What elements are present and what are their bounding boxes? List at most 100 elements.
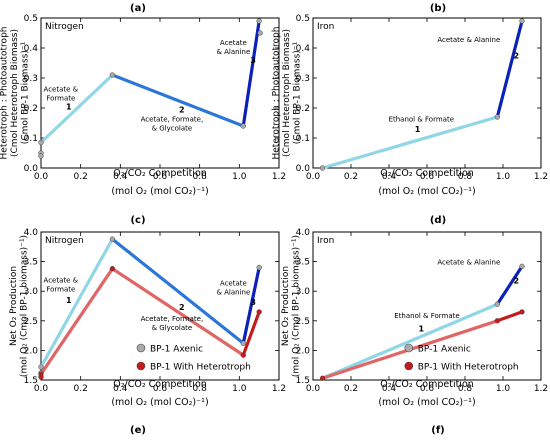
chart-panel-d: (d) 0.0 0.2 0.4 0.6 0.8 1.0 1.2 1.5 2.0 2.5 3.0 3.5 4…	[281, 215, 548, 408]
data-point	[256, 309, 262, 315]
x-axis-label: O₂/CO₂ Competition	[380, 168, 474, 179]
x-tick-label: 0.0	[306, 172, 321, 182]
series-line	[495, 265, 524, 306]
segment-label: Acetate &	[44, 276, 79, 284]
legend-label: BP-1 With Heterotroph	[150, 363, 251, 373]
x-tick-label: 0.6	[153, 172, 168, 182]
data-point	[494, 318, 500, 324]
x-tick-label: 1.2	[534, 384, 548, 394]
segment-label: & Alanine	[216, 48, 250, 56]
y-tick-label: 0.4	[24, 44, 39, 54]
chart-panel-b: (b) 0.0 0.2 0.4 0.6 0.8 1.0 1.2 0.0 0.1 0.2 0.3 0.4 0…	[272, 3, 549, 197]
y-tick-label: 0.2	[296, 104, 310, 114]
y-tick-label: 0.5	[24, 14, 38, 24]
legend-marker	[136, 361, 146, 371]
segment-label: Ethanol & Formate	[389, 116, 454, 124]
panel-label: (c)	[130, 215, 145, 226]
panel-label-e: (e)	[130, 425, 146, 436]
y-tick-label: 0.0	[24, 164, 39, 174]
data-point	[240, 340, 246, 346]
plot-frame	[312, 17, 542, 169]
x-tick-label: 0.4	[113, 384, 128, 394]
segment-label: & Alanine	[216, 288, 250, 296]
legend-marker	[404, 343, 414, 353]
data-point	[319, 375, 326, 381]
x-tick-label: 0.4	[382, 384, 397, 394]
y-tick-label: 2.0	[296, 346, 311, 356]
series-line	[495, 20, 524, 118]
condition-annotation: Nitrogen	[45, 236, 84, 246]
segment-label: Acetate	[220, 39, 247, 47]
chart-panel-a: (a) 0.0 0.2 0.4 0.6 0.8 1.0 1.2 0.0 0.1 0.2 0.3 0.4 0…	[0, 3, 286, 197]
y-tick-label: 2.5	[296, 317, 310, 327]
y-tick-label: 1.5	[296, 376, 310, 386]
x-tick-label: 1.0	[496, 172, 511, 182]
y-axis-label: Net O₂ Production	[281, 266, 291, 346]
x-tick-label: 0.4	[382, 172, 397, 182]
legend-label: BP-1 With Heterotroph	[418, 363, 519, 373]
y-axis-label: Net O₂ Production	[9, 266, 19, 346]
segment-label: Acetate	[220, 279, 247, 287]
data-point	[38, 374, 44, 380]
data-point	[109, 72, 116, 78]
data-point	[38, 153, 44, 159]
x-tick-label: 0.2	[344, 172, 358, 182]
y-tick-label: 3.0	[296, 287, 311, 297]
data-point	[519, 263, 525, 269]
x-tick-label: 0.0	[34, 172, 49, 182]
series-line	[241, 311, 261, 356]
data-point	[257, 30, 263, 36]
condition-annotation: Iron	[317, 22, 334, 32]
y-tick-label: 0.2	[24, 104, 38, 114]
segment-label: 3	[250, 56, 256, 65]
x-tick-label: 1.2	[272, 172, 286, 182]
x-tick-label: 1.0	[232, 172, 247, 182]
segment-label: 1	[66, 296, 72, 305]
panel-label: (a)	[130, 3, 146, 14]
y-axis-label: (Cmol BP-1 Biomass)⁻¹	[293, 41, 303, 144]
segment-label: Formate	[46, 285, 75, 293]
x-axis-unit-label: (mol O₂ (mol CO₂)⁻¹)	[111, 186, 208, 197]
legend-marker	[136, 343, 146, 353]
series-line	[241, 267, 261, 344]
y-axis-label: (Cmol Heterotroph Biomass)	[282, 29, 292, 157]
chart-panel-c: (c) 0.0 0.2 0.4 0.6 0.8 1.0 1.2 1.5 2.0 2.5 3.0 3.5 4…	[9, 215, 286, 408]
plot-frame	[312, 231, 542, 381]
series-line	[39, 267, 114, 375]
series-line	[39, 73, 114, 144]
data-point	[240, 352, 246, 358]
y-tick-label: 3.5	[24, 258, 38, 268]
data-point	[319, 165, 326, 171]
data-point	[240, 123, 246, 129]
series-line	[111, 237, 245, 345]
y-tick-label: 0.4	[296, 44, 311, 54]
panel-label: (d)	[430, 215, 446, 226]
x-tick-label: 0.8	[458, 172, 473, 182]
series-line	[322, 115, 498, 170]
y-axis-label: (Cmol BP-1 Biomass)⁻¹	[21, 41, 31, 144]
segment-label: & Glycolate	[152, 125, 193, 133]
panel-label: (b)	[430, 3, 446, 14]
x-tick-label: 1.2	[272, 384, 286, 394]
segment-label: 3	[250, 298, 256, 307]
x-tick-label: 0.0	[34, 384, 49, 394]
series-line	[321, 302, 498, 380]
segment-label: Ethanol & Formate	[394, 312, 459, 320]
x-axis-label: O₂/CO₂ Competition	[113, 379, 207, 390]
segment-label: 1	[415, 125, 421, 134]
x-tick-label: 0.6	[420, 384, 435, 394]
segment-label: Acetate &	[44, 86, 79, 94]
y-tick-label: 2.5	[24, 317, 38, 327]
x-tick-label: 0.8	[193, 384, 208, 394]
segment-label: 2	[179, 106, 185, 115]
y-tick-label: 3.0	[24, 287, 39, 297]
y-axis-label: Heterotroph : Photoautotroph	[0, 27, 10, 160]
y-tick-label: 0.3	[24, 74, 38, 84]
data-point	[256, 18, 262, 24]
x-axis-unit-label: (mol O₂ (mol CO₂)⁻¹)	[378, 186, 475, 197]
data-point	[109, 236, 116, 242]
condition-annotation: Nitrogen	[45, 22, 84, 32]
x-tick-label: 0.0	[306, 384, 321, 394]
x-tick-label: 0.2	[74, 384, 88, 394]
